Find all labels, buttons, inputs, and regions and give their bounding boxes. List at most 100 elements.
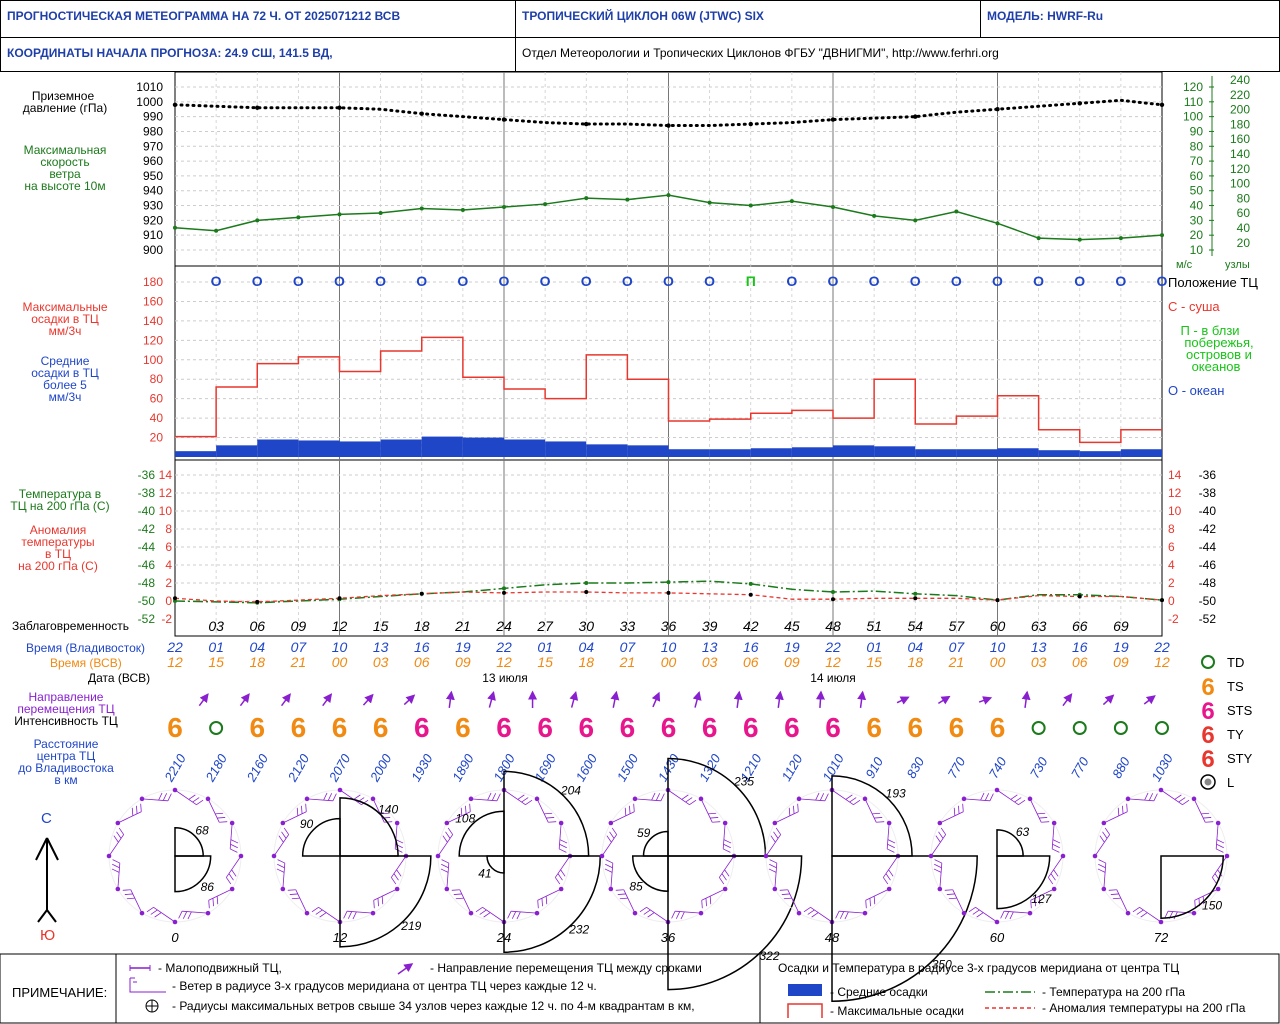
wind-ms-tick: 40 (1190, 199, 1204, 213)
anomaly-point (831, 597, 835, 602)
wind-barb-flag (1098, 863, 1106, 869)
lead-hour-label: 27 (536, 618, 554, 634)
wind-radius-label: 204 (560, 784, 581, 798)
pressure-point (172, 102, 178, 107)
wind-radius-arc (174, 855, 212, 893)
intensity-ts-icon: 6 (907, 712, 923, 743)
wind-note: - Ветер в радиусе 3-х градусов меридиана… (172, 979, 597, 993)
position-marker: О (1115, 273, 1126, 289)
temperature-tick: -42 (138, 522, 156, 536)
wind-barb-icon (129, 977, 166, 993)
wind-barb-flag (1009, 911, 1014, 920)
intensity-td-icon (1031, 721, 1046, 735)
wind-barb-flag (1014, 797, 1022, 803)
wind-barb-flag (1178, 797, 1186, 803)
wind-rose-hour: 12 (333, 930, 348, 945)
distance-value: 740 (986, 754, 1010, 781)
pressure-point (584, 121, 589, 127)
wind-barb-flag (655, 793, 661, 801)
precip-tick: 60 (150, 392, 164, 406)
time-utc: 06 (1072, 654, 1088, 670)
wind-barb-flag (609, 831, 615, 839)
time-vladivostok: 04 (249, 639, 265, 655)
intensity-td-icon (1113, 721, 1128, 735)
distance-value: 1890 (449, 751, 477, 784)
temperature-point (584, 581, 589, 585)
anomaly-point (502, 590, 506, 595)
wind-barb-flag (680, 911, 685, 920)
wind-barb-flag (146, 906, 154, 913)
wind-barb-flag (441, 859, 449, 864)
wind-barb-flag (811, 912, 819, 918)
anomaly-tick: -2 (161, 612, 172, 626)
pressure-point (1159, 102, 1165, 107)
mean-precip-bar (216, 445, 258, 457)
time-vladivostok: 22 (1153, 639, 1170, 655)
distance-value: 770 (945, 754, 969, 781)
wind-barb-flag (546, 817, 555, 819)
wind-barb-flag (933, 868, 942, 873)
wind-barb-flag (1102, 831, 1108, 839)
unit-knots: узлы (1225, 259, 1250, 271)
wind-radius-arc (996, 829, 1024, 857)
wind-barb-flag (708, 812, 717, 815)
wind-barb-flag (1099, 835, 1105, 843)
pressure-point (1077, 101, 1082, 106)
wind-barb-flag (559, 848, 567, 853)
wind-barb-flag (788, 807, 791, 816)
direction-arrow (733, 690, 743, 708)
wind-radius-arc (996, 855, 1051, 910)
direction-label: перемещения ТЦ (17, 702, 114, 716)
wind-barb-flag (962, 803, 964, 812)
direction-arrow (610, 690, 620, 708)
direction-arrow (198, 693, 209, 707)
direction-arrow (445, 690, 455, 708)
position-coast: океанов (1192, 359, 1241, 374)
position-marker: О (663, 273, 674, 289)
direction-arrow (774, 690, 784, 708)
wind-barb-flag (1174, 794, 1182, 800)
wind-rose-point (115, 886, 121, 892)
wind-barb-flag (455, 897, 464, 900)
intensity-td-icon (1155, 721, 1169, 735)
distance-value: 1030 (1148, 751, 1176, 784)
anomaly-point (1160, 598, 1164, 603)
lead-hour-label: 45 (784, 618, 800, 634)
pressure-tick: 1010 (136, 80, 163, 94)
wind-barb-flag (710, 817, 719, 819)
distance-value: 2000 (367, 751, 395, 785)
wind-barb-flag (1117, 807, 1120, 816)
time-vladivostok: 16 (743, 639, 759, 655)
pressure-point (913, 114, 918, 119)
position-marker: О (416, 273, 427, 289)
time-vladivostok: 13 (373, 639, 389, 655)
wind-knot-tick: 80 (1237, 191, 1251, 205)
precip-tick: 20 (150, 431, 164, 445)
intensity-ts-icon: 6 (167, 712, 183, 743)
pressure-point (995, 107, 1000, 112)
direction-arrow (1102, 694, 1115, 706)
pressure-tick: 940 (143, 184, 163, 198)
wind-knot-tick: 100 (1230, 177, 1250, 191)
wind-barb-flag (1004, 911, 1010, 919)
wind-barb-flag (611, 827, 618, 835)
precip-tick: 120 (143, 333, 163, 347)
wind-radius-arc (831, 775, 913, 857)
time-utc-label: Время (ВСВ) (50, 656, 122, 670)
temperature-tick: -46 (1199, 558, 1217, 572)
wind-barb-flag (953, 807, 956, 816)
intensity-legend-label: STY (1227, 751, 1253, 766)
intensity-ts-icon: 6 (373, 712, 389, 743)
intensity-sts-icon: 6 (784, 712, 800, 743)
wind-barb-flag (231, 869, 237, 877)
wind-barb-flag (958, 805, 960, 814)
lead-hour-label: 33 (620, 618, 636, 634)
intensity-legend-label: TD (1227, 655, 1244, 670)
mean-precip-bar (997, 448, 1039, 457)
wind-barb-flag (723, 839, 732, 844)
time-utc: 03 (1031, 654, 1047, 670)
wind-point (173, 225, 177, 230)
date-14-july: 14 июля (810, 671, 856, 685)
precip-tick: 40 (150, 411, 164, 425)
footer-frame (0, 953, 1280, 1024)
